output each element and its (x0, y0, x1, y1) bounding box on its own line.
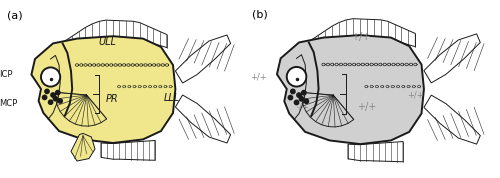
Circle shape (56, 90, 60, 95)
Text: PR: PR (106, 94, 118, 104)
Circle shape (294, 100, 299, 105)
Polygon shape (32, 36, 176, 143)
Text: (b): (b) (252, 9, 268, 19)
Polygon shape (71, 133, 95, 161)
Text: -/+: -/+ (296, 103, 310, 112)
Polygon shape (302, 92, 354, 127)
Circle shape (42, 95, 47, 100)
Text: LLL: LLL (164, 93, 180, 103)
Circle shape (41, 67, 60, 87)
Circle shape (304, 99, 308, 103)
Circle shape (58, 99, 62, 103)
Circle shape (299, 97, 304, 101)
Text: +/+: +/+ (407, 91, 424, 100)
Text: +/+: +/+ (357, 102, 376, 112)
Circle shape (287, 67, 306, 87)
Text: +/+: +/+ (350, 32, 370, 42)
Polygon shape (56, 92, 106, 126)
Text: +/+: +/+ (250, 72, 266, 81)
Circle shape (51, 93, 55, 97)
Circle shape (290, 89, 295, 94)
Text: ULL: ULL (98, 37, 116, 47)
Circle shape (288, 95, 292, 100)
Circle shape (297, 93, 301, 97)
Circle shape (302, 90, 306, 95)
Circle shape (48, 100, 53, 104)
Text: MCP: MCP (0, 99, 17, 108)
Polygon shape (277, 35, 424, 144)
Circle shape (45, 89, 49, 94)
Text: (a): (a) (8, 11, 23, 21)
Circle shape (53, 96, 58, 101)
Text: ICP: ICP (0, 70, 12, 79)
